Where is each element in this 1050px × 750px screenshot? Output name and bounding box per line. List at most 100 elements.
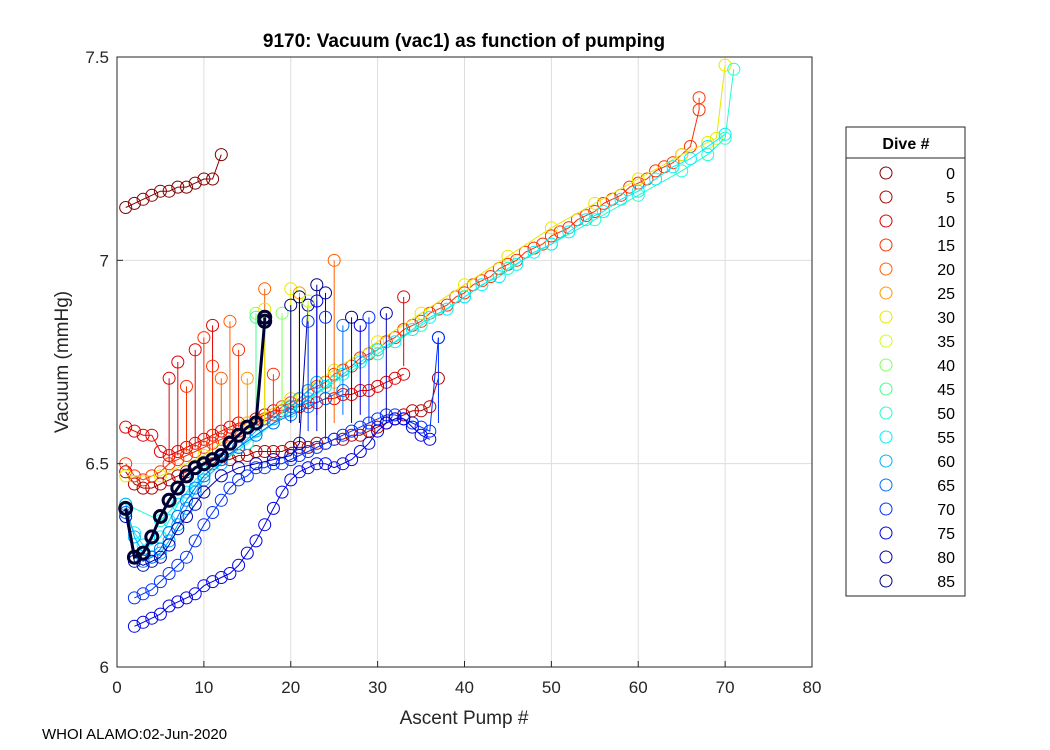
spike-point (232, 343, 246, 357)
legend-title: Dive # (882, 136, 929, 153)
legend-marker (879, 310, 893, 324)
data-point (423, 400, 437, 414)
data-point (136, 192, 150, 206)
data-point (266, 416, 280, 430)
data-point (649, 164, 663, 178)
data-point (162, 473, 176, 487)
data-point (180, 180, 193, 194)
data-point (153, 546, 167, 560)
data-point (405, 420, 419, 434)
data-point (258, 445, 272, 458)
spike-point (310, 294, 324, 308)
x-tick-label: 10 (194, 678, 213, 697)
data-point (362, 436, 376, 450)
legend-marker (879, 382, 893, 396)
data-point (475, 274, 489, 288)
y-axis-label: Vacuum (mmHg) (52, 291, 73, 433)
data-point (544, 237, 558, 251)
legend-label: 65 (937, 478, 955, 495)
data-point (614, 192, 628, 206)
data-point (223, 481, 237, 495)
data-point (180, 493, 193, 507)
data-point (284, 473, 298, 487)
legend-marker (879, 574, 893, 588)
data-point (171, 522, 185, 536)
data-point (718, 58, 732, 72)
data-point (179, 468, 194, 484)
data-point (258, 518, 272, 532)
data-point (579, 213, 593, 227)
series-dive-75 (127, 412, 437, 633)
data-point (127, 196, 141, 210)
data-point (171, 558, 185, 572)
data-point (440, 302, 454, 316)
y-tick-label: 7.5 (85, 48, 109, 67)
data-point (188, 587, 202, 601)
data-point (119, 201, 133, 214)
data-point (197, 579, 211, 593)
data-point (423, 310, 437, 324)
data-point (145, 188, 159, 202)
y-tick-label: 7 (100, 251, 109, 270)
data-point (240, 546, 254, 560)
legend-label: 5 (946, 190, 955, 207)
data-point (562, 225, 576, 239)
legend-entry: 50 (879, 406, 955, 423)
data-point (162, 567, 176, 580)
legend-marker (879, 454, 893, 468)
data-point (266, 453, 280, 467)
x-tick-label: 40 (455, 678, 474, 697)
data-point (180, 510, 193, 523)
legend-marker (879, 526, 893, 540)
legend-entry: 40 (879, 358, 955, 375)
data-point (284, 453, 298, 467)
data-point (249, 461, 263, 475)
legend-label: 30 (937, 310, 955, 327)
data-point (180, 550, 193, 564)
data-point (709, 131, 723, 145)
legend-marker (879, 502, 893, 516)
data-point (336, 428, 350, 442)
data-point (683, 152, 697, 166)
data-point (727, 62, 741, 76)
legend-entry: 85 (879, 574, 955, 591)
data-point (232, 558, 246, 572)
data-point (197, 172, 211, 186)
data-point (388, 371, 402, 385)
data-point (310, 436, 324, 450)
data-point (145, 583, 159, 597)
data-point (161, 492, 177, 508)
data-point (388, 412, 402, 426)
data-point (414, 420, 428, 434)
data-point (405, 416, 419, 430)
legend-entry: 25 (879, 286, 955, 303)
spike-point (284, 298, 298, 312)
data-point (153, 550, 167, 564)
spike-point (258, 282, 272, 296)
legend-label: 50 (937, 406, 955, 423)
data-point (275, 485, 289, 499)
data-point (501, 262, 515, 275)
x-tick-label: 70 (716, 678, 735, 697)
spike-point (397, 290, 411, 304)
data-point (240, 436, 254, 450)
legend-entry: 65 (879, 478, 955, 495)
legend-marker (879, 262, 893, 276)
data-point (675, 164, 689, 178)
series-line (125, 390, 344, 562)
chart-title: 9170: Vacuum (vac1) as function of pumpi… (263, 31, 665, 52)
legend-marker (879, 214, 893, 228)
data-point (527, 245, 541, 259)
data-point (631, 184, 645, 198)
series-dive-0 (119, 148, 228, 214)
legend-entry: 80 (879, 550, 955, 567)
data-point (310, 457, 324, 471)
data-point (310, 440, 324, 454)
data-point (414, 404, 428, 418)
series-line (125, 381, 318, 558)
data-point (336, 432, 350, 446)
data-point (692, 91, 706, 105)
data-point (206, 172, 220, 186)
data-point (597, 196, 610, 210)
spike-point (319, 286, 332, 300)
